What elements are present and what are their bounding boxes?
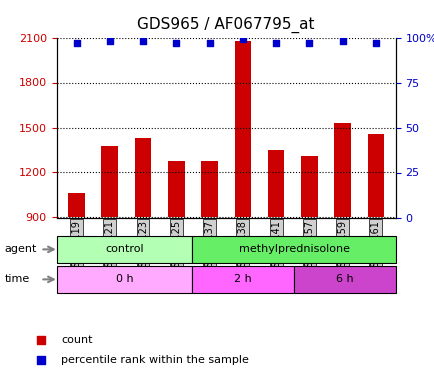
- FancyBboxPatch shape: [192, 236, 395, 262]
- Bar: [201, 160, 217, 218]
- Point: [172, 40, 179, 46]
- Point: [206, 40, 213, 46]
- Bar: [367, 134, 383, 218]
- Text: time: time: [4, 274, 30, 284]
- Point: [139, 38, 146, 44]
- Bar: [101, 146, 118, 218]
- Bar: [300, 156, 317, 218]
- Text: count: count: [61, 335, 92, 345]
- Point: [73, 40, 80, 46]
- Bar: [234, 40, 250, 218]
- Title: GDS965 / AF067795_at: GDS965 / AF067795_at: [137, 17, 314, 33]
- Text: 0 h: 0 h: [115, 274, 133, 284]
- Text: control: control: [105, 244, 143, 254]
- Text: percentile rank within the sample: percentile rank within the sample: [61, 355, 248, 365]
- Point: [391, 59, 398, 65]
- Point: [239, 36, 246, 42]
- FancyBboxPatch shape: [56, 266, 192, 292]
- Bar: [68, 194, 85, 217]
- Text: methylprednisolone: methylprednisolone: [238, 244, 349, 254]
- Bar: [168, 160, 184, 218]
- FancyBboxPatch shape: [56, 236, 192, 262]
- Bar: [267, 150, 284, 217]
- FancyBboxPatch shape: [192, 266, 293, 292]
- Text: 2 h: 2 h: [234, 274, 251, 284]
- Point: [391, 243, 398, 249]
- Point: [272, 40, 279, 46]
- Point: [372, 40, 378, 46]
- Bar: [334, 123, 350, 218]
- Text: agent: agent: [4, 244, 36, 254]
- Bar: [135, 138, 151, 218]
- FancyBboxPatch shape: [293, 266, 395, 292]
- Point: [305, 40, 312, 46]
- Text: 6 h: 6 h: [335, 274, 353, 284]
- Point: [106, 38, 113, 44]
- Point: [339, 38, 345, 44]
